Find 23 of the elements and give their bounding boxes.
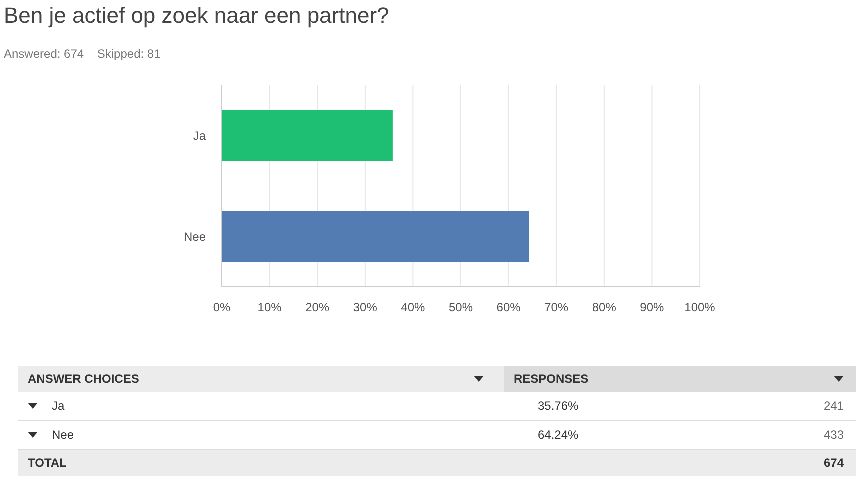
x-tick-label: 70% [544,300,569,315]
x-tick-label: 50% [448,300,474,315]
text: 64.24% [538,428,579,442]
chart-title: Ben je actief op zoek naar een partner? [4,3,390,29]
x-tick-label: 90% [640,300,665,315]
text: 241 [824,398,844,415]
x-tick-label: 80% [592,300,617,315]
text: RESPONSES [504,366,856,392]
text: Answered: 674 Skipped: 81 [4,47,161,61]
text: 35.76% [538,399,579,413]
text: 674 [824,455,844,472]
text: ANSWER CHOICES [18,366,504,392]
text: 433 [824,427,844,444]
x-tick-label: 30% [353,300,378,315]
x-tick-label: 10% [258,300,282,315]
category-label: Nee [52,428,74,442]
x-tick-label: 60% [496,300,522,315]
x-tick-label: 0% [213,300,231,315]
x-tick-label: 40% [401,300,426,315]
text: TOTAL [27,455,67,472]
category-label: Ja [52,399,65,413]
x-tick-label: 100% [684,300,716,315]
x-tick-label: 20% [306,300,330,315]
